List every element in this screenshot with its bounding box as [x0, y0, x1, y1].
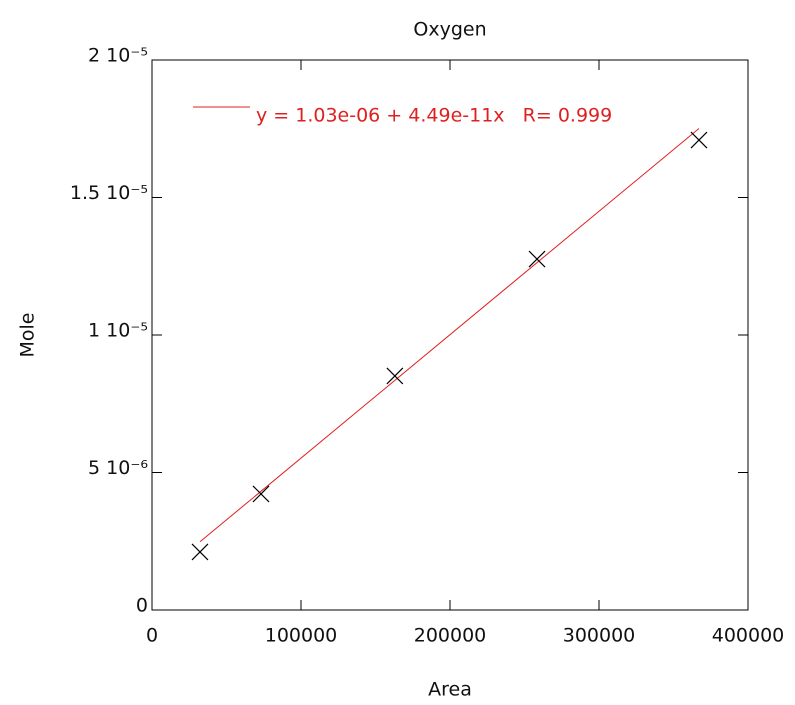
data-point — [386, 367, 404, 385]
data-point — [191, 543, 209, 561]
y-tick-label: 1.5 10⁻⁵ — [70, 182, 148, 204]
data-point — [528, 250, 546, 268]
data-point — [690, 131, 708, 149]
chart-title: Oxygen — [413, 19, 486, 41]
data-point — [252, 485, 270, 503]
x-tick-label: 100000 — [265, 625, 338, 647]
x-tick-label: 200000 — [414, 625, 487, 647]
fit-line — [199, 128, 700, 543]
y-tick-label: 5 10⁻⁶ — [88, 457, 148, 479]
y-tick-label: 0 — [136, 595, 148, 617]
x-tick-label: 400000 — [712, 625, 785, 647]
x-tick-label: 300000 — [563, 625, 636, 647]
y-axis-label: Mole — [17, 313, 39, 358]
x-axis-label: Area — [428, 679, 472, 701]
y-tick-label: 1 10⁻⁵ — [88, 320, 148, 342]
legend-label: y = 1.03e-06 + 4.49e-11x R= 0.999 — [256, 105, 612, 127]
y-tick-label: 2 10⁻⁵ — [88, 45, 148, 67]
x-tick-label: 0 — [146, 625, 158, 647]
